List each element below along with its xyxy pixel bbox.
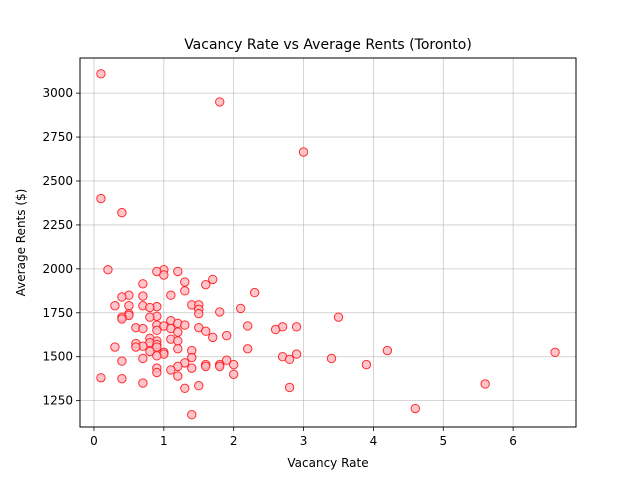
data-point xyxy=(173,266,183,277)
data-point xyxy=(152,351,162,361)
data-point xyxy=(117,373,127,384)
data-point xyxy=(242,321,253,331)
data-point xyxy=(180,286,190,296)
data-point xyxy=(138,323,148,334)
y-tick-label: 2500 xyxy=(42,174,73,188)
data-point xyxy=(326,353,337,364)
data-point xyxy=(228,359,239,370)
data-point xyxy=(96,69,106,79)
data-point xyxy=(152,325,162,336)
y-tick-label: 2000 xyxy=(42,262,73,276)
data-point xyxy=(284,382,295,393)
data-point xyxy=(152,367,162,378)
data-point xyxy=(159,270,169,280)
data-point xyxy=(173,327,183,337)
data-point xyxy=(117,207,127,218)
data-point xyxy=(145,302,155,313)
data-point xyxy=(131,342,141,352)
data-point xyxy=(382,345,393,356)
y-axis-label: Average Rents ($) xyxy=(14,189,28,297)
data-point xyxy=(124,301,134,311)
data-point xyxy=(187,352,197,363)
data-point xyxy=(117,356,127,366)
data-point xyxy=(208,274,218,285)
data-points xyxy=(96,69,560,420)
data-point xyxy=(180,383,190,394)
y-tick-label: 1500 xyxy=(42,350,73,364)
data-point xyxy=(103,265,113,275)
data-point xyxy=(187,410,197,420)
data-point xyxy=(215,307,225,317)
x-tick-label: 3 xyxy=(300,434,308,448)
data-point xyxy=(201,326,211,336)
data-point xyxy=(222,330,232,341)
data-point xyxy=(110,301,120,311)
data-point xyxy=(138,291,148,301)
data-point xyxy=(187,363,197,373)
data-point xyxy=(166,290,176,300)
x-tick-label: 5 xyxy=(439,434,447,448)
data-point xyxy=(480,379,490,389)
y-tick-label: 1750 xyxy=(42,306,73,320)
data-point xyxy=(228,369,239,379)
data-point xyxy=(222,355,232,365)
data-point xyxy=(270,324,281,335)
data-point xyxy=(166,365,176,375)
data-point xyxy=(291,322,302,332)
data-point xyxy=(298,147,309,157)
data-point xyxy=(235,303,246,314)
y-tick-label: 1250 xyxy=(42,394,73,408)
x-tick-label: 2 xyxy=(230,434,238,448)
data-point xyxy=(117,292,127,302)
data-point xyxy=(208,332,218,343)
data-point xyxy=(145,312,155,322)
data-point xyxy=(201,279,211,290)
data-point xyxy=(333,312,344,322)
plot-frame xyxy=(79,57,577,428)
data-point xyxy=(361,359,372,370)
data-point xyxy=(194,381,204,391)
x-axis-label: Vacancy Rate xyxy=(287,456,368,470)
data-point xyxy=(180,277,190,287)
data-point xyxy=(201,361,211,372)
data-point xyxy=(291,349,302,359)
data-point xyxy=(117,314,127,324)
data-point xyxy=(173,344,183,354)
data-point xyxy=(96,193,106,204)
data-point xyxy=(138,353,148,364)
chart-title: Vacancy Rate vs Average Rents (Toronto) xyxy=(184,37,472,53)
y-tick-label: 3000 xyxy=(42,86,73,100)
y-tick-label: 2750 xyxy=(42,130,73,144)
data-point xyxy=(110,342,120,352)
data-point xyxy=(96,373,106,383)
x-tick-label: 1 xyxy=(160,434,168,448)
x-axis-ticks: 0 1 2 3 4 5 6 xyxy=(90,427,517,448)
x-tick-label: 0 xyxy=(90,434,98,448)
y-tick-label: 2250 xyxy=(42,218,73,232)
data-point xyxy=(145,346,155,357)
data-point xyxy=(284,354,295,365)
y-axis-ticks: 1250 1500 1750 2000 2250 2500 2750 3000 xyxy=(42,86,80,408)
data-point xyxy=(180,320,190,330)
x-tick-label: 6 xyxy=(509,434,517,448)
data-point xyxy=(173,336,183,346)
data-point xyxy=(242,344,253,354)
data-point xyxy=(550,347,560,358)
data-point xyxy=(215,361,225,372)
data-point xyxy=(138,378,148,388)
data-point xyxy=(215,97,225,107)
x-tick-label: 4 xyxy=(370,434,378,448)
data-point xyxy=(249,287,260,298)
data-point xyxy=(173,371,183,381)
data-point xyxy=(194,308,204,319)
data-point xyxy=(410,403,421,414)
data-point xyxy=(138,279,148,289)
